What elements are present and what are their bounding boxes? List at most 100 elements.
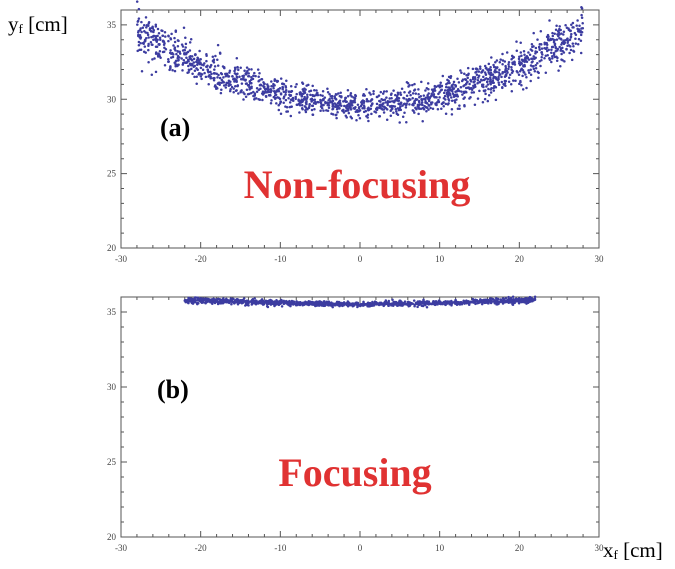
- data-point: [383, 98, 387, 101]
- data-point: [301, 301, 305, 304]
- data-point: [240, 301, 244, 305]
- data-point: [238, 75, 241, 79]
- data-point: [156, 27, 160, 31]
- data-point: [501, 72, 504, 75]
- data-point: [454, 84, 457, 87]
- data-point: [218, 51, 222, 55]
- data-point: [443, 94, 447, 98]
- data-point: [183, 299, 187, 302]
- data-point: [388, 100, 392, 104]
- data-point: [248, 88, 251, 91]
- data-point: [284, 299, 288, 303]
- data-point: [466, 76, 469, 80]
- data-point: [218, 83, 221, 86]
- data-point: [565, 48, 568, 51]
- y-tick-label: 25: [107, 169, 117, 179]
- data-point: [301, 82, 305, 85]
- data-point: [289, 114, 293, 118]
- data-point: [523, 298, 526, 301]
- data-point: [580, 7, 584, 10]
- data-point: [407, 302, 411, 305]
- data-point: [196, 299, 199, 302]
- data-point: [187, 297, 191, 301]
- data-point: [225, 72, 229, 75]
- data-point: [414, 98, 418, 102]
- data-point: [305, 97, 309, 100]
- data-point: [541, 53, 544, 56]
- data-point: [192, 61, 196, 64]
- data-point: [362, 110, 366, 114]
- data-point: [404, 103, 408, 107]
- data-point: [365, 87, 368, 91]
- data-point: [403, 90, 406, 94]
- data-point: [178, 56, 181, 59]
- data-point: [390, 100, 394, 103]
- data-point: [158, 43, 161, 47]
- data-point: [543, 43, 547, 46]
- data-point: [315, 89, 318, 92]
- data-point: [461, 78, 465, 81]
- data-point: [489, 78, 492, 81]
- data-point: [427, 300, 431, 303]
- data-point: [491, 79, 495, 82]
- data-point: [528, 53, 532, 57]
- data-point: [206, 64, 209, 68]
- data-point: [292, 300, 296, 304]
- data-point: [277, 303, 281, 307]
- data-point: [413, 111, 416, 114]
- data-point: [489, 65, 492, 69]
- data-point: [372, 92, 375, 96]
- data-point: [409, 93, 412, 97]
- data-point: [245, 82, 248, 85]
- data-point: [385, 96, 388, 99]
- data-point: [411, 97, 414, 100]
- data-point: [300, 94, 304, 98]
- data-point: [275, 80, 279, 84]
- data-point: [216, 58, 219, 61]
- data-point: [355, 109, 359, 112]
- data-point: [492, 89, 496, 92]
- data-point: [137, 40, 141, 44]
- data-point: [579, 39, 583, 43]
- data-point: [224, 83, 228, 87]
- data-point: [289, 94, 292, 98]
- data-point: [275, 102, 278, 105]
- data-point: [196, 68, 199, 71]
- data-point: [488, 299, 492, 302]
- data-point: [262, 81, 265, 84]
- data-point: [518, 82, 521, 86]
- data-point: [443, 89, 447, 92]
- data-point: [442, 91, 446, 95]
- data-point: [557, 31, 561, 34]
- data-point: [569, 36, 573, 39]
- data-point: [199, 296, 203, 300]
- data-point: [425, 109, 428, 113]
- data-point: [223, 298, 227, 302]
- data-point: [385, 90, 388, 93]
- data-point: [230, 297, 234, 301]
- data-point: [330, 97, 334, 100]
- data-point: [525, 302, 528, 305]
- data-point: [325, 300, 329, 304]
- panel-label: (b): [157, 375, 189, 404]
- data-point: [427, 97, 431, 100]
- y-tick-label: 20: [107, 532, 117, 542]
- data-point: [186, 60, 189, 63]
- data-point: [558, 28, 561, 32]
- data-point: [279, 77, 283, 80]
- data-point: [452, 87, 455, 91]
- x-axis-title-main: x: [603, 538, 614, 562]
- data-point: [395, 94, 399, 98]
- data-point: [260, 298, 264, 301]
- data-point: [255, 87, 259, 90]
- data-point: [178, 52, 182, 55]
- data-point: [321, 99, 324, 102]
- data-point: [288, 105, 292, 109]
- data-point: [382, 105, 386, 109]
- data-point: [301, 100, 304, 104]
- data-point: [424, 89, 427, 92]
- data-point: [493, 301, 497, 305]
- data-point: [257, 88, 261, 92]
- data-point: [526, 56, 529, 60]
- data-point: [307, 83, 310, 87]
